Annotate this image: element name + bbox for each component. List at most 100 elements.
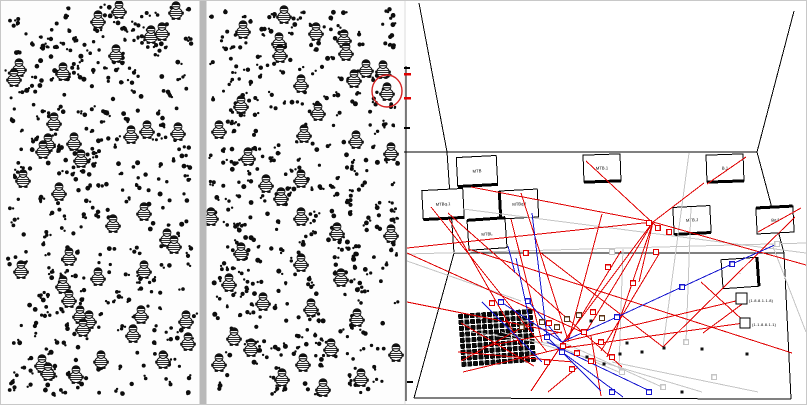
particle-dot (314, 69, 317, 73)
right-scene-panel[interactable]: MTB MTB.1 B.1 MTBq.1 MTBq.f MTBL MTB.J Bq.f - (1… (404, 1, 807, 405)
particle-dot (82, 42, 87, 47)
particle-dot (255, 167, 260, 171)
particle-dot (142, 26, 145, 29)
particle-dot (97, 149, 101, 154)
particle-dot (188, 264, 192, 268)
particle-dot (357, 280, 363, 286)
particle-dot (91, 67, 96, 73)
particle-dot (384, 262, 389, 267)
particle-dot (349, 279, 354, 284)
particle-dot (209, 153, 213, 158)
particle-dot (277, 366, 281, 370)
particle-dot (357, 42, 362, 47)
particle-dot (363, 157, 369, 163)
particle-dot (345, 335, 349, 339)
grid-cell (504, 316, 510, 322)
particle-dot (77, 73, 80, 76)
network-edge-gray (771, 243, 806, 333)
network-edge-red (652, 182, 705, 223)
particle-dot (79, 290, 83, 293)
particle-dot (158, 123, 163, 127)
grid-cell (490, 359, 496, 365)
particle-dot (27, 358, 30, 361)
particle-dot (257, 111, 260, 115)
particle-dot (114, 137, 120, 142)
particle-dot (337, 246, 340, 250)
left-arena-panel[interactable] (1, 1, 404, 405)
particle-dot (243, 114, 246, 117)
particle-dot (159, 263, 164, 267)
particle-dot (135, 350, 140, 355)
particle-dot (129, 381, 134, 387)
particle-dot (15, 20, 20, 26)
particle-dot (94, 154, 99, 159)
particle-dot (295, 100, 300, 104)
grid-cell (465, 337, 471, 343)
particle-dot (261, 353, 265, 357)
grid-cell (477, 342, 483, 348)
particle-dot (392, 125, 396, 128)
particle-dot (394, 207, 397, 211)
particle-dot (313, 332, 317, 335)
particle-dot (372, 380, 375, 383)
particle-dot (308, 22, 312, 25)
particle-dot (227, 82, 231, 87)
particle-dot (90, 146, 95, 151)
marker-square (605, 264, 611, 270)
particle-dot (97, 210, 101, 214)
network-edge-gray (662, 152, 690, 348)
grid-cell (465, 331, 471, 337)
particle-dot (120, 391, 123, 394)
particle-dot (314, 341, 318, 345)
particle-dot (147, 280, 152, 285)
particle-dot (251, 147, 255, 151)
labeled-node[interactable] (739, 317, 751, 329)
board-node[interactable]: MTBL (466, 216, 508, 251)
board-node[interactable]: B.1 (705, 153, 745, 184)
grid-cell (459, 331, 465, 337)
particle-dot (236, 227, 240, 230)
particle-dot (102, 13, 107, 18)
particle-dot (55, 311, 59, 315)
particle-dot (176, 78, 180, 82)
grid-cell (467, 361, 473, 367)
particle-dot (319, 64, 325, 69)
particle-dot (78, 61, 82, 64)
network-edge-red (562, 299, 741, 343)
particle-dot (392, 181, 396, 184)
particle-dot (106, 301, 110, 305)
labeled-node[interactable] (735, 292, 748, 305)
board-node[interactable]: MTB.1 (582, 153, 622, 184)
particle-dot (16, 197, 20, 201)
particle-dot (120, 26, 125, 31)
particle-dot (84, 126, 89, 131)
grid-cell (487, 323, 493, 329)
particle-dot (66, 6, 69, 10)
particle-dot (369, 343, 374, 348)
particle-dot (118, 172, 121, 176)
particle-dot (218, 381, 222, 384)
particle-dot (351, 357, 355, 361)
particle-dot (123, 325, 127, 328)
particle-dot (126, 30, 129, 33)
particle-dot (267, 15, 272, 20)
particle-dot (163, 135, 168, 140)
particle-dot (365, 169, 369, 173)
particle-dot (281, 272, 284, 276)
particle-dot (375, 129, 380, 133)
board-node[interactable]: MTB (455, 154, 499, 189)
particle-dot (186, 198, 189, 202)
particle-dot (225, 267, 230, 272)
particle-dot (326, 237, 331, 243)
particle-dot (316, 312, 321, 316)
network-edge-red (652, 221, 806, 266)
particle-dot (275, 348, 278, 351)
board-node[interactable]: MTBq.1 (421, 187, 465, 222)
particle-dot (152, 328, 157, 333)
particle-dot (288, 57, 293, 63)
particle-dot (40, 313, 44, 317)
particle-dot (46, 295, 49, 299)
particle-dot (16, 217, 20, 220)
particle-dot (289, 99, 295, 105)
particle-dot (81, 297, 85, 300)
